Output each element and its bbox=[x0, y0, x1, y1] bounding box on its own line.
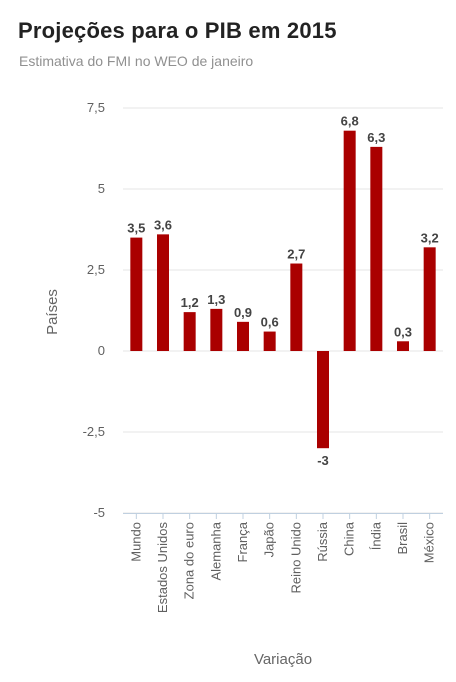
x-category-label: Alemanha bbox=[208, 521, 223, 580]
y-tick-label: 0 bbox=[98, 343, 105, 358]
y-tick-label: 7,5 bbox=[87, 100, 105, 115]
bar bbox=[183, 312, 196, 351]
x-category-label: Japão bbox=[262, 522, 277, 557]
bar bbox=[130, 237, 143, 351]
data-label: 1,3 bbox=[207, 292, 225, 307]
bars bbox=[130, 130, 436, 449]
data-label: 3,6 bbox=[154, 217, 172, 232]
bar bbox=[317, 351, 329, 449]
bar bbox=[237, 321, 249, 351]
bar bbox=[343, 130, 356, 351]
x-axis bbox=[123, 513, 443, 519]
data-labels: 3,5 3,6 1,2 1,3 0,9 0,6 2,7 -3 6,8 6,3 0,3 3,2 bbox=[127, 114, 438, 469]
y-tick-label: -2,5 bbox=[83, 424, 105, 439]
bar bbox=[423, 247, 436, 351]
y-axis-ticks: 7,5 5 2,5 0 -2,5 -5 bbox=[83, 100, 105, 520]
x-category-label: Estados Unidos bbox=[155, 522, 170, 614]
data-label: 0,9 bbox=[234, 305, 252, 320]
x-category-label: Mundo bbox=[128, 522, 143, 562]
x-category-label: Reino Unido bbox=[288, 522, 303, 594]
y-axis-title: Países bbox=[44, 289, 61, 335]
data-label: 0,3 bbox=[394, 324, 412, 339]
data-label: -3 bbox=[317, 453, 329, 468]
data-label: 2,7 bbox=[287, 247, 305, 262]
gridlines bbox=[123, 107, 443, 514]
data-label: 3,2 bbox=[421, 230, 439, 245]
data-label: 0,6 bbox=[261, 315, 279, 330]
x-category-label: Rússia bbox=[315, 521, 330, 562]
chart-subtitle: Estimativa do FMI no WEO de janeiro bbox=[19, 53, 254, 69]
x-category-label: França bbox=[235, 521, 250, 562]
x-category-label: Índia bbox=[368, 521, 383, 550]
y-tick-label: 5 bbox=[98, 181, 105, 196]
data-label: 1,2 bbox=[181, 295, 199, 310]
x-category-label: China bbox=[342, 521, 357, 556]
bar bbox=[397, 341, 409, 351]
data-label: 6,8 bbox=[341, 114, 359, 129]
bar bbox=[263, 331, 276, 351]
y-tick-label: 2,5 bbox=[87, 262, 105, 277]
bar bbox=[210, 308, 223, 351]
y-tick-label: -5 bbox=[93, 505, 105, 520]
bar bbox=[157, 234, 169, 351]
data-label: 6,3 bbox=[367, 130, 385, 145]
chart-title: Projeções para o PIB em 2015 bbox=[18, 18, 337, 43]
x-category-label: Brasil bbox=[395, 522, 410, 555]
x-axis-categories: Mundo Estados Unidos Zona do euro Alemanha F… bbox=[128, 521, 436, 613]
x-axis-title: Variação bbox=[254, 651, 312, 668]
x-category-label: Zona do euro bbox=[182, 522, 197, 599]
bar bbox=[290, 263, 303, 351]
data-label: 3,5 bbox=[127, 221, 145, 236]
x-category-label: México bbox=[422, 522, 437, 563]
bar bbox=[370, 146, 383, 351]
